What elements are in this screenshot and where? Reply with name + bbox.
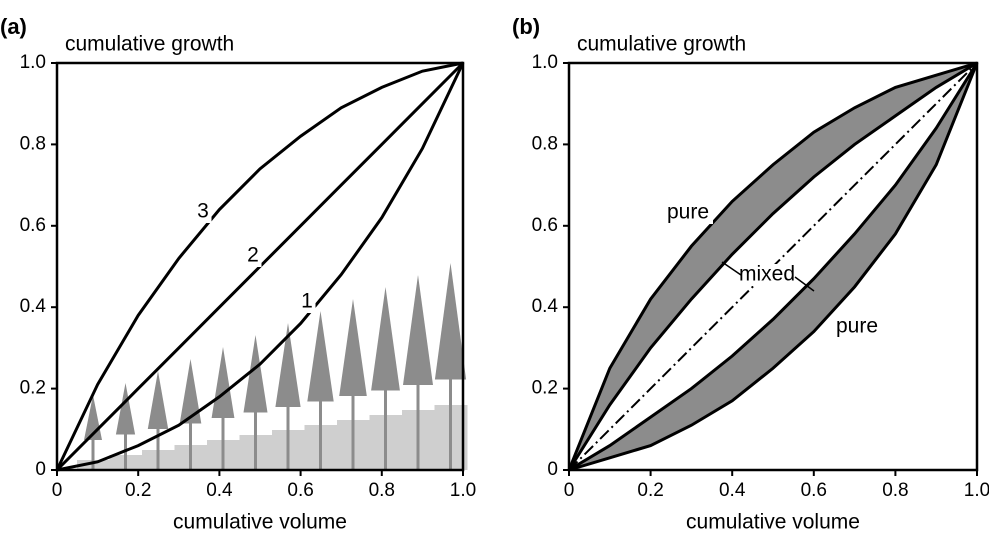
y-tick-label: 0.6 — [532, 215, 558, 236]
series-label: mixed — [739, 263, 795, 286]
x-tick-label: 0.6 — [287, 480, 313, 501]
label-bg — [832, 316, 882, 338]
label-bg — [244, 245, 262, 267]
y-tick-label: 0.8 — [532, 133, 558, 154]
y-tick-label: 0.4 — [20, 296, 47, 317]
curve — [568, 62, 979, 472]
series-label: 3 — [197, 200, 209, 223]
panel-label: (b) — [512, 14, 540, 39]
leader-line — [794, 276, 815, 292]
panel-label: (a) — [0, 14, 27, 39]
x-tick-label: 0.6 — [801, 480, 827, 501]
y-tick-label: 1.0 — [20, 52, 46, 73]
y-tick-label: 1.0 — [532, 52, 558, 73]
x-axis-title: cumulative volume — [173, 511, 347, 534]
curve — [56, 62, 465, 472]
curve — [55, 61, 464, 471]
y-tick-label: 0.2 — [532, 378, 558, 399]
x-tick-label: 0.2 — [125, 480, 151, 501]
series-label: 2 — [247, 244, 259, 267]
y-tick-label: 0 — [35, 459, 46, 480]
y-tick-label: 0.6 — [20, 215, 46, 236]
label-bg — [298, 291, 316, 313]
leader-line — [721, 261, 742, 276]
tree-crown — [307, 311, 334, 402]
tree-crown — [275, 323, 301, 407]
tree-crown — [211, 347, 235, 418]
label-bg — [663, 202, 713, 224]
label-bg — [194, 201, 212, 223]
curve — [567, 61, 978, 471]
plot-frame — [55, 61, 465, 472]
tree-crown — [243, 335, 268, 413]
y-axis-title: cumulative growth — [65, 33, 234, 56]
x-tick-label: 0 — [564, 480, 575, 501]
x-tick-label: 1.0 — [450, 480, 476, 501]
label-bg — [736, 264, 798, 286]
x-tick-label: 0.8 — [369, 480, 395, 501]
tree-crown — [179, 359, 202, 424]
tree-crown — [371, 287, 400, 391]
y-tick-label: 0.2 — [20, 378, 46, 399]
x-tick-label: 0.8 — [882, 480, 908, 501]
y-tick-label: 0 — [547, 459, 558, 480]
x-tick-label: 0.4 — [719, 480, 746, 501]
series-label: pure — [836, 315, 878, 338]
y-axis-title: cumulative growth — [577, 33, 746, 56]
tree-crown — [115, 383, 136, 435]
tree-crown — [403, 275, 433, 385]
y-tick-label: 0.4 — [532, 296, 559, 317]
series-label: 1 — [301, 290, 313, 313]
tree-crown — [147, 371, 169, 429]
curve — [568, 62, 979, 472]
y-tick-label: 0.8 — [20, 133, 46, 154]
curve — [567, 61, 978, 471]
x-tick-label: 1.0 — [964, 480, 989, 501]
x-tick-label: 0.2 — [637, 480, 663, 501]
x-axis-title: cumulative volume — [686, 511, 860, 534]
plot-frame — [567, 61, 979, 472]
tree-crown — [339, 299, 367, 396]
series-label: pure — [667, 201, 709, 224]
x-tick-label: 0.4 — [206, 480, 233, 501]
tree-crown — [434, 263, 467, 380]
x-tick-label: 0 — [52, 480, 63, 501]
